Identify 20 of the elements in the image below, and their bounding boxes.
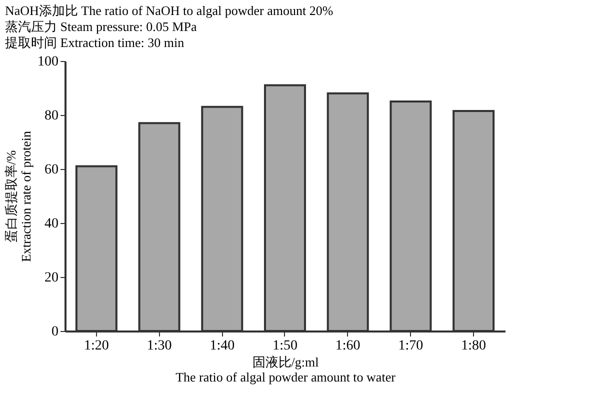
x-tick-label: 1:40: [210, 338, 235, 354]
y-tick-label: 60: [44, 162, 58, 178]
y-tick-label: 20: [44, 270, 58, 286]
y-tick-label: 100: [38, 54, 58, 70]
x-tick-label: 1:60: [335, 338, 360, 354]
y-tick-label: 40: [44, 216, 58, 232]
y-tick-label: 80: [44, 108, 58, 124]
x-tick-label: 1:70: [398, 338, 424, 354]
text: NaOH添加比 The ratio of NaOH to algal powder amount 20%: [5, 3, 334, 18]
x-tick-label: 1:50: [272, 338, 298, 354]
y-tick-label: 0: [52, 324, 58, 340]
text: 提取时间 Extraction time: 30 min: [5, 35, 185, 50]
text: 固液比/g:ml: [252, 354, 319, 370]
x-tick-label: 1:20: [84, 338, 109, 354]
text: 蛋白质提取率/%: [4, 150, 18, 243]
text: 蒸汽压力 Steam pressure: 0.05 MPa: [5, 19, 197, 34]
text: Extraction rate of protein: [18, 130, 34, 262]
x-tick-label: 1:30: [146, 338, 172, 354]
x-tick-label: 1:80: [461, 338, 486, 354]
text: The ratio of algal powder amount to water: [176, 370, 396, 384]
